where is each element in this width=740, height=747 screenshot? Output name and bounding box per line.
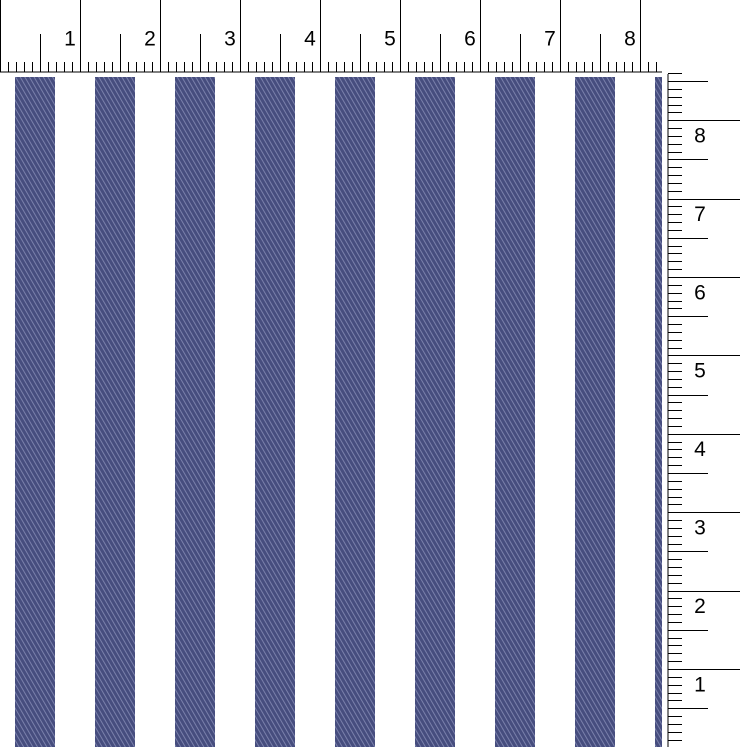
ruler-label: 5 [694,360,706,383]
ruler-label: 8 [624,28,636,51]
top-ruler: 1 2 3 4 5 6 7 8 [0,0,662,73]
ruler-label: 1 [694,673,706,696]
stripe [175,77,215,747]
stripe [335,77,375,747]
side-ruler: 8 7 6 5 4 3 2 1 [667,73,740,747]
ruler-label: 6 [464,28,476,51]
ruler-label: 7 [544,28,556,51]
stripe [575,77,615,747]
ruler-label: 4 [304,28,316,51]
ruler-label: 5 [384,28,396,51]
stripe [95,77,135,747]
ruler-label: 2 [144,28,156,51]
ruler-label: 6 [694,281,706,304]
stripe [655,77,662,747]
ruler-label: 2 [694,595,706,618]
stripe [15,77,55,747]
ruler-label: 3 [224,28,236,51]
stripe [495,77,535,747]
ruler-label: 4 [694,438,706,461]
ruler-label: 8 [694,125,706,148]
ruler-label: 7 [694,203,706,226]
ruler-label: 3 [694,517,706,540]
stripe [255,77,295,747]
stripe [415,77,455,747]
stripes [15,77,662,747]
ruler-label: 1 [64,28,76,51]
